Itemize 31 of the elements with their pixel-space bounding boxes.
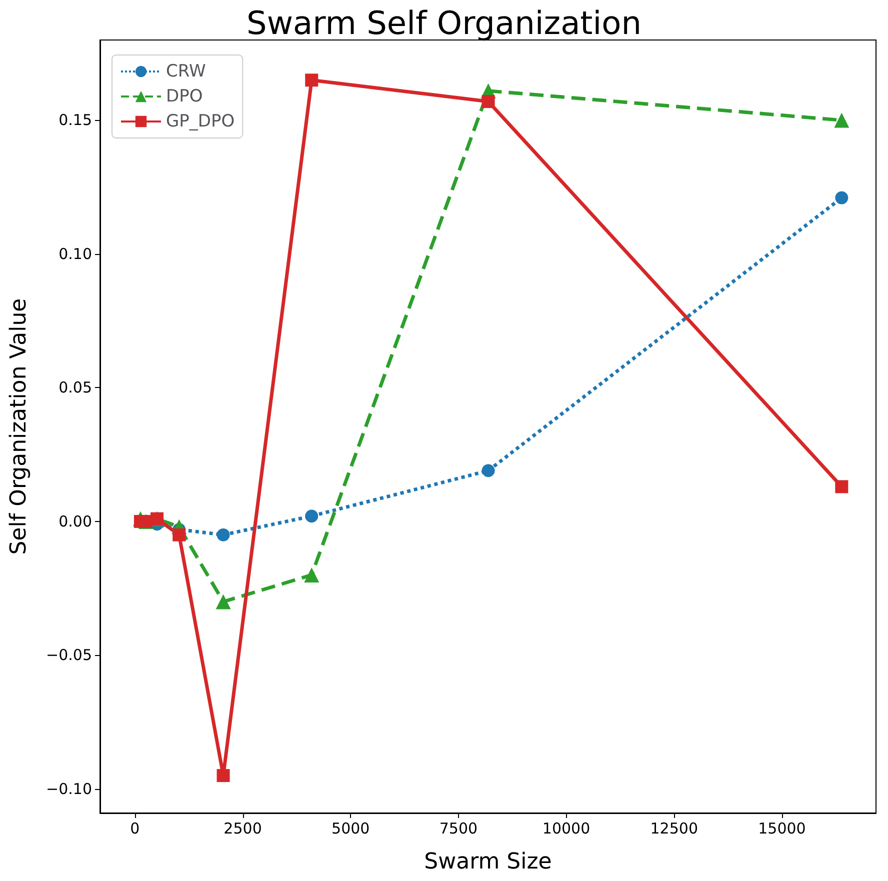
x-tick-label: 5000 <box>332 820 370 838</box>
point <box>216 528 230 542</box>
x-tick-label: 15000 <box>758 820 806 838</box>
y-tick-label: −0.05 <box>46 646 92 664</box>
legend-label: DPO <box>166 86 203 106</box>
x-tick-label: 0 <box>130 820 140 838</box>
y-tick-label: 0.00 <box>58 512 92 530</box>
point <box>216 769 230 782</box>
y-axis-title: Self Organization Value <box>6 298 32 555</box>
legend-label: CRW <box>166 62 206 82</box>
point <box>482 95 495 108</box>
chart-title: Swarm Self Organization <box>246 4 642 42</box>
y-tick-label: 0.05 <box>58 378 92 397</box>
point <box>834 112 850 128</box>
x-axis-title: Swarm Size <box>424 850 552 874</box>
x-tick-label: 12500 <box>650 820 698 838</box>
point <box>216 594 231 610</box>
y-tick-label: 0.15 <box>58 111 92 130</box>
point <box>305 510 318 523</box>
y-tick-label: 0.10 <box>58 244 92 263</box>
x-tick-label: 2500 <box>224 820 262 838</box>
point <box>835 191 848 204</box>
point <box>305 74 318 87</box>
y-tick-label: −0.10 <box>46 780 92 798</box>
legend-label: GP_DPO <box>166 112 235 132</box>
x-tick-label: 10000 <box>542 820 590 838</box>
point <box>482 464 495 478</box>
point <box>304 567 320 582</box>
point <box>835 480 848 494</box>
x-tick-label: 7500 <box>439 820 478 838</box>
point <box>172 528 186 542</box>
